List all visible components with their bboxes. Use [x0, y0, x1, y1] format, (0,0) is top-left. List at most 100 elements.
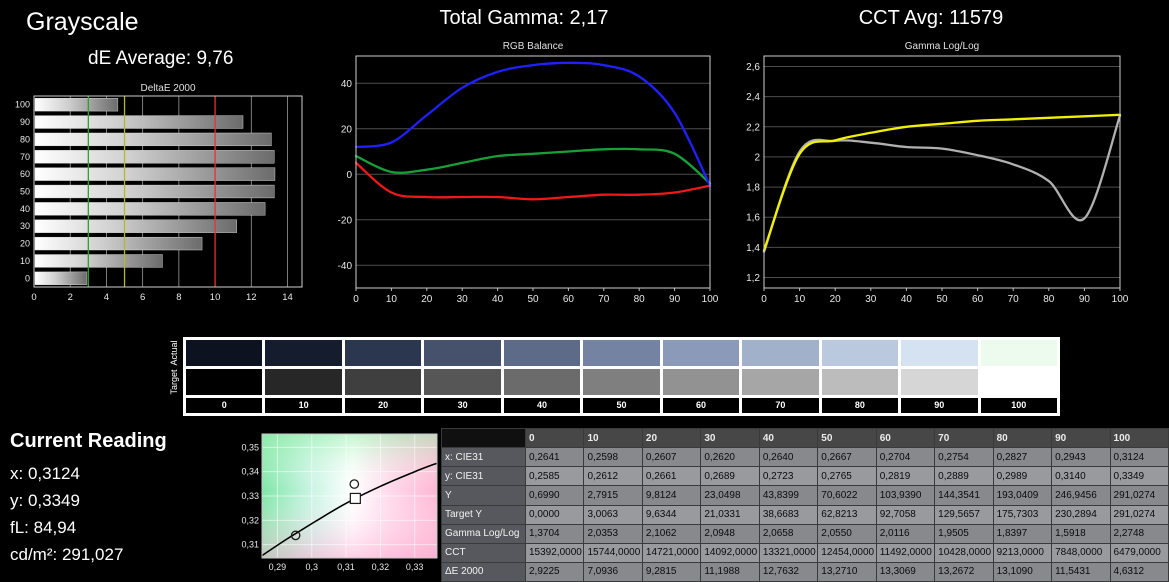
table-corner: [441, 427, 526, 449]
table-cell: 2,0948: [700, 523, 760, 544]
swatch-actual-80: [821, 340, 899, 366]
deltae-2000-chart[interactable]: DeltaE 2000 0 2 4 6 8 10 12 14 100 90 80 70 60 50 40 30 2…: [6, 80, 312, 305]
svg-text:0,33: 0,33: [241, 491, 259, 501]
reading-x: x: 0,3124: [10, 464, 80, 483]
svg-text:20: 20: [341, 124, 353, 135]
target-row-label: Target: [169, 369, 179, 395]
svg-text:20: 20: [830, 294, 842, 305]
table-row: x: CIE31 0,2641 0,2598 0,2607 0,2620 0,2640 0,…: [441, 447, 1169, 468]
table-column-header: 70: [934, 427, 994, 449]
cie-xy-chart[interactable]: 0,29 0,3 0,31 0,32 0,33 0,35 0,34 0,33 0,32 0,31: [230, 430, 440, 576]
table-cell: 4,6312: [1109, 561, 1169, 582]
table-cell: 23,0498: [700, 485, 760, 506]
svg-text:100: 100: [702, 294, 718, 305]
table-column-header: 20: [641, 427, 702, 449]
table-cell: 0,3349: [1109, 466, 1169, 487]
svg-text:80: 80: [1043, 294, 1055, 305]
table-cell: 15744,0000: [583, 542, 643, 563]
table-cell: 0,2689: [700, 466, 760, 487]
table-row: Y 0,6990 2,7915 9,8124 23,0498 43,8399 70,6022…: [441, 485, 1169, 506]
svg-text:60: 60: [972, 294, 984, 305]
table-column-header: 40: [758, 427, 819, 449]
table-cell: 0,2765: [817, 466, 877, 487]
svg-text:100: 100: [15, 100, 30, 110]
swatch-target-80: [821, 369, 899, 395]
grayscale-swatch-strip: Actual Target 0 10 20 30 40 50 60 70 80 90 100: [0, 332, 1169, 426]
table-cell: 0,2989: [992, 466, 1053, 487]
table-cell: 13321,0000: [758, 542, 819, 563]
table-column-header: 0: [524, 427, 585, 449]
table-cell: 13,2710: [817, 561, 877, 582]
svg-text:80: 80: [20, 134, 30, 144]
table-cell: 0,2667: [817, 447, 877, 468]
table-cell: 0,2819: [875, 466, 936, 487]
table-cell: 2,0353: [583, 523, 643, 544]
svg-text:0: 0: [353, 294, 359, 305]
table-cell: 62,8213: [817, 504, 877, 525]
table-cell: 0,2723: [758, 466, 819, 487]
svg-text:2,2: 2,2: [746, 122, 760, 133]
swatch-actual-30: [424, 340, 501, 366]
svg-text:0,35: 0,35: [241, 442, 259, 452]
svg-text:100: 100: [1112, 294, 1128, 305]
table-cell: 70,6022: [817, 485, 877, 506]
swatch-target-50: [583, 369, 660, 395]
swatch-column-label: 30: [424, 398, 501, 413]
svg-text:RGB Balance: RGB Balance: [503, 41, 564, 52]
rgb-balance-chart[interactable]: RGB Balance 40 20 0 -20 -40 0 10 20 30 40 50 60 70 80 9…: [330, 38, 719, 308]
table-cell: 13,2672: [934, 561, 994, 582]
svg-text:0,33: 0,33: [406, 562, 424, 572]
table-row-label: Gamma Log/Log: [441, 523, 526, 544]
swatch-actual-0: [186, 340, 263, 366]
table-cell: 6479,0000: [1109, 542, 1169, 563]
table-cell: 0,3140: [1051, 466, 1111, 487]
table-row-label: x: CIE31: [441, 447, 526, 468]
table-cell: 9213,0000: [992, 542, 1053, 563]
svg-text:90: 90: [669, 294, 681, 305]
svg-text:0,29: 0,29: [269, 562, 287, 572]
svg-text:0: 0: [761, 294, 767, 305]
svg-text:2: 2: [68, 292, 73, 303]
svg-text:30: 30: [20, 221, 30, 231]
table-cell: 2,0550: [817, 523, 877, 544]
table-column-header: 90: [1051, 427, 1111, 449]
swatch-column-label: 40: [503, 398, 581, 413]
table-row-label: Target Y: [441, 504, 526, 525]
svg-text:2,4: 2,4: [746, 92, 760, 103]
swatch-column-label: 100: [980, 398, 1057, 413]
table-cell: 9,2815: [641, 561, 702, 582]
swatch-column-label: 80: [821, 398, 899, 413]
svg-text:2,6: 2,6: [746, 62, 760, 73]
table-cell: 0,2585: [524, 466, 585, 487]
swatch-column-label: 0: [186, 398, 263, 413]
swatch-column-label: 50: [583, 398, 660, 413]
table-cell: 291,0274: [1109, 504, 1169, 525]
svg-text:10: 10: [794, 294, 806, 305]
table-row: ΔE 2000 2,9225 7,0936 9,2815 11,1988 12,7632 1…: [441, 561, 1169, 582]
gamma-loglog-chart[interactable]: Gamma Log/Log 2,6 2,4 2,2 2 1,8 1,6 1,4 1,2 0 10 20…: [734, 38, 1129, 308]
swatch-target-10: [265, 369, 342, 395]
swatch-actual-60: [662, 340, 740, 366]
swatch-actual-90: [901, 340, 978, 366]
table-cell: 12,7632: [758, 561, 819, 582]
table-cell: 0,2943: [1051, 447, 1111, 468]
svg-text:-40: -40: [338, 261, 353, 272]
svg-text:Gamma Log/Log: Gamma Log/Log: [905, 41, 980, 52]
swatch-target-100: [980, 369, 1057, 395]
swatch-actual-70: [742, 340, 819, 366]
swatch-actual-40: [503, 340, 581, 366]
table-column-header: 50: [817, 427, 877, 449]
svg-text:4: 4: [104, 292, 109, 303]
measurement-table: 0 10 20 30 40 50 60 70 80 90 100 x: CIE31 0,2641 0,25…: [441, 427, 1169, 582]
svg-text:14: 14: [282, 292, 293, 303]
swatch-target-0: [186, 369, 263, 395]
svg-text:10: 10: [210, 292, 221, 303]
table-cell: 7848,0000: [1051, 542, 1111, 563]
svg-text:40: 40: [20, 204, 30, 214]
table-cell: 11,1988: [700, 561, 760, 582]
svg-text:40: 40: [492, 294, 504, 305]
table-cell: 3,0063: [583, 504, 643, 525]
reading-cdm2: cd/m²: 291,027: [10, 545, 124, 564]
table-column-header: 100: [1109, 427, 1169, 449]
table-cell: 0,2754: [934, 447, 994, 468]
